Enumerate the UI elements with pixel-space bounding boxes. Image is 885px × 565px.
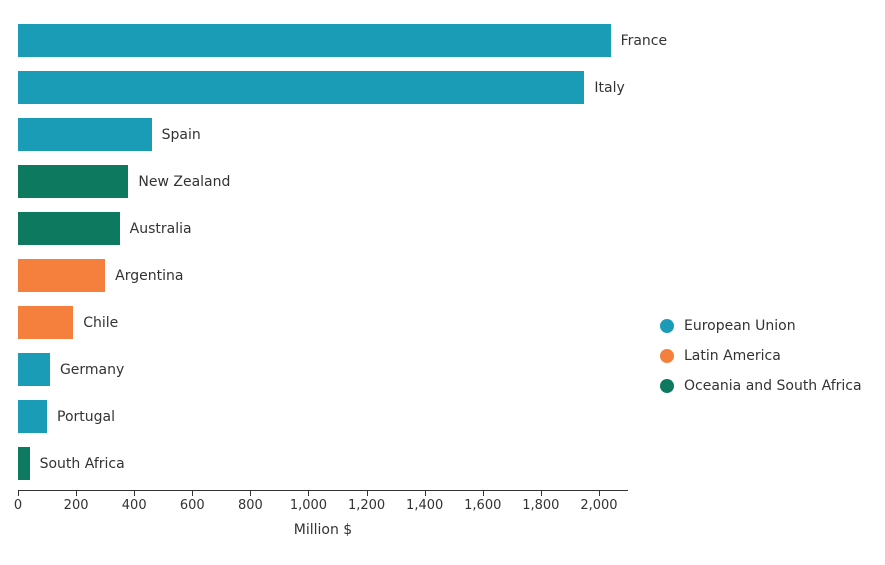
x-tick (134, 490, 135, 496)
bar-row: New Zealand (18, 165, 628, 198)
bar (18, 71, 584, 104)
bar-label: New Zealand (138, 174, 230, 190)
x-tick (192, 490, 193, 496)
x-tick-label: 1,400 (406, 498, 443, 513)
x-tick (367, 490, 368, 496)
legend-label: Oceania and South Africa (684, 378, 862, 394)
legend-swatch (660, 319, 674, 333)
x-tick-label: 0 (14, 498, 22, 513)
bar (18, 306, 73, 339)
bar (18, 212, 120, 245)
bar-label: Germany (60, 362, 124, 378)
bar-label: South Africa (40, 456, 125, 472)
x-axis: 02004006008001,0001,2001,4001,6001,8002,… (18, 490, 628, 491)
bar-row: Argentina (18, 259, 628, 292)
bar (18, 353, 50, 386)
x-tick-label: 200 (64, 498, 89, 513)
chart-container: France Italy Spain New Zealand Australia Arge… (0, 0, 885, 565)
x-tick (599, 490, 600, 496)
legend: European Union Latin America Oceania and S… (660, 318, 862, 408)
legend-label: European Union (684, 318, 796, 334)
plot-area: France Italy Spain New Zealand Australia Arge… (18, 20, 628, 490)
x-tick-label: 2,000 (580, 498, 617, 513)
bar-label: Chile (83, 315, 118, 331)
bar-row: Spain (18, 118, 628, 151)
bar-row: Germany (18, 353, 628, 386)
bar (18, 259, 105, 292)
bar-label: Spain (162, 127, 201, 143)
bar (18, 24, 611, 57)
x-axis-title: Million $ (18, 522, 628, 538)
x-tick (18, 490, 19, 496)
bar-row: France (18, 24, 628, 57)
x-tick (76, 490, 77, 496)
bar-row: Portugal (18, 400, 628, 433)
bar (18, 118, 152, 151)
legend-swatch (660, 379, 674, 393)
legend-swatch (660, 349, 674, 363)
bar (18, 400, 47, 433)
bar-label: Portugal (57, 409, 115, 425)
legend-item: European Union (660, 318, 862, 334)
x-tick-label: 600 (180, 498, 205, 513)
x-tick-label: 1,200 (348, 498, 385, 513)
bar-row: Australia (18, 212, 628, 245)
x-tick (308, 490, 309, 496)
x-tick-label: 1,600 (464, 498, 501, 513)
bar-row: South Africa (18, 447, 628, 480)
bar-label: Italy (594, 80, 624, 96)
bar-row: Italy (18, 71, 628, 104)
legend-label: Latin America (684, 348, 781, 364)
x-tick (425, 490, 426, 496)
x-tick (483, 490, 484, 496)
bar (18, 165, 128, 198)
bar-label: France (621, 33, 668, 49)
legend-item: Oceania and South Africa (660, 378, 862, 394)
bar-label: Argentina (115, 268, 183, 284)
x-tick (541, 490, 542, 496)
x-tick (250, 490, 251, 496)
x-tick-label: 1,000 (290, 498, 327, 513)
bar (18, 447, 30, 480)
x-tick-label: 1,800 (522, 498, 559, 513)
bar-label: Australia (130, 221, 192, 237)
x-tick-label: 400 (122, 498, 147, 513)
x-tick-label: 800 (238, 498, 263, 513)
legend-item: Latin America (660, 348, 862, 364)
bar-row: Chile (18, 306, 628, 339)
